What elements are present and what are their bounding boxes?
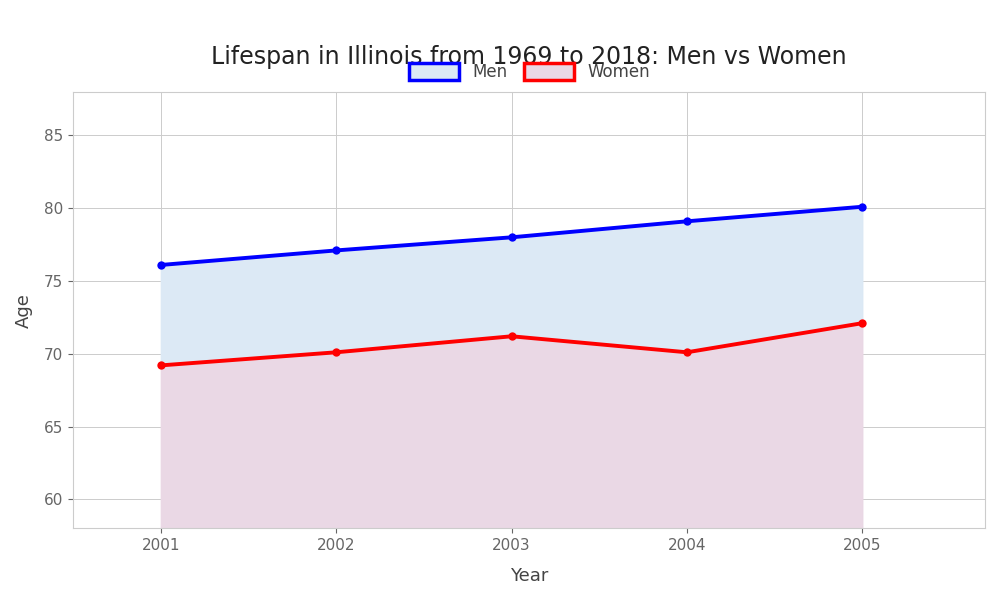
- Y-axis label: Age: Age: [15, 293, 33, 328]
- Legend: Men, Women: Men, Women: [402, 56, 656, 88]
- Title: Lifespan in Illinois from 1969 to 2018: Men vs Women: Lifespan in Illinois from 1969 to 2018: …: [211, 45, 847, 69]
- X-axis label: Year: Year: [510, 567, 548, 585]
